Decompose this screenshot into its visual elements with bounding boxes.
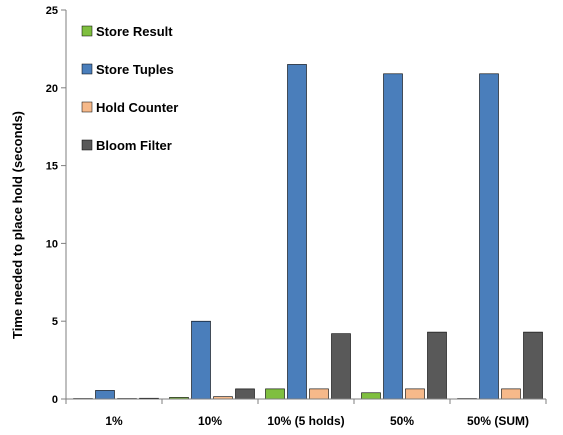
bar-hold-counter <box>309 388 329 400</box>
bar-bloom-filter <box>235 388 255 400</box>
legend: Store Result Store Tuples Hold Counter Bloo… <box>81 24 178 153</box>
bar-bloom-filter <box>427 331 447 400</box>
legend-label: Store Tuples <box>96 62 174 77</box>
y-tick-label: 20 <box>46 83 58 95</box>
x-tick-label: 10% <box>198 414 222 428</box>
bar-hold-counter <box>501 388 521 400</box>
x-tick-label: 1% <box>105 414 123 428</box>
y-tick-label: 25 <box>46 5 58 17</box>
bar-store-result <box>361 392 381 400</box>
bar-hold-counter <box>405 388 425 400</box>
x-tick-label: 50% <box>390 414 414 428</box>
y-axis-title: Time needed to place hold (seconds) <box>10 111 25 339</box>
legend-label: Hold Counter <box>96 100 178 115</box>
bars <box>73 64 543 400</box>
bar-bloom-filter <box>331 333 351 400</box>
legend-label: Bloom Filter <box>96 138 172 153</box>
legend-swatch <box>81 139 93 151</box>
y-tick-label: 0 <box>52 394 58 406</box>
bar-store-tuples <box>383 73 403 400</box>
legend-label: Store Result <box>96 24 173 39</box>
bar-store-tuples <box>191 320 211 400</box>
bar-store-tuples <box>287 64 307 400</box>
bar-store-tuples <box>479 73 499 400</box>
x-tick-label: 10% (5 holds) <box>267 414 344 428</box>
legend-swatch <box>81 101 93 113</box>
bar-bloom-filter <box>523 331 543 400</box>
bar-store-result <box>265 388 285 400</box>
x-tick-label: 50% (SUM) <box>467 414 529 428</box>
legend-swatch <box>81 63 93 75</box>
legend-swatch <box>81 25 93 37</box>
x-axis-ticks: 1% 10% 10% (5 holds) 50% 50% (SUM) <box>65 399 547 428</box>
y-tick-label: 15 <box>46 161 58 173</box>
y-tick-label: 5 <box>52 316 58 328</box>
y-axis-ticks: 0 5 10 15 20 25 <box>46 5 66 406</box>
y-tick-label: 10 <box>46 238 58 250</box>
bar-store-tuples <box>95 390 115 400</box>
